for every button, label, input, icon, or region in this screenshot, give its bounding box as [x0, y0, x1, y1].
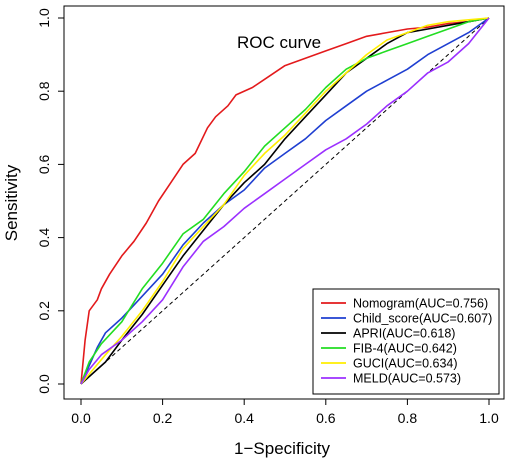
y-axis: 0.0 0.2 0.4 0.6 0.8 1.0: [36, 8, 65, 394]
series-line-nomogram: [80, 17, 490, 385]
legend-label-nomogram: Nomogram(AUC=0.756): [353, 297, 488, 311]
legend-items: Nomogram(AUC=0.756)Child_score(AUC=0.607…: [321, 297, 492, 386]
x-tick-label: 0.0: [71, 410, 91, 426]
y-tick-label: 0.4: [36, 228, 52, 248]
series-layer: [80, 17, 490, 385]
x-tick-label: 1.0: [479, 410, 499, 426]
y-tick-label: 0.2: [36, 301, 52, 321]
series-line-child-score: [80, 17, 490, 385]
x-tick-label: 0.4: [234, 410, 254, 426]
series-line-meld: [80, 17, 490, 385]
roc-curve-annotation: ROC curve: [237, 33, 321, 52]
legend-label-meld: MELD(AUC=0.573): [353, 372, 461, 386]
legend-label-guci: GUCI(AUC=0.634): [353, 357, 458, 371]
series-line-guci: [80, 17, 490, 385]
y-tick-label: 0.8: [36, 81, 52, 101]
x-axis-title: 1−Specificity: [234, 439, 330, 458]
y-tick-label: 0.0: [36, 374, 52, 394]
legend-label-apri: APRI(AUC=0.618): [353, 327, 455, 341]
legend-box: [312, 288, 500, 395]
y-tick-label: 1.0: [36, 8, 52, 28]
x-tick-label: 0.6: [316, 410, 336, 426]
legend-label-fib-4: FIB-4(AUC=0.642): [353, 342, 457, 356]
legend: Nomogram(AUC=0.756)Child_score(AUC=0.607…: [312, 288, 500, 395]
y-tick-label: 0.6: [36, 154, 52, 174]
legend-label-child-score: Child_score(AUC=0.607): [353, 312, 492, 326]
series-line-apri: [80, 17, 490, 385]
x-axis: 0.0 0.2 0.4 0.6 0.8 1.0: [71, 398, 499, 426]
x-tick-label: 0.2: [153, 410, 173, 426]
y-axis-title: Sensitivity: [2, 164, 21, 241]
x-tick-label: 0.8: [398, 410, 418, 426]
series-line-fib-4: [80, 17, 490, 385]
